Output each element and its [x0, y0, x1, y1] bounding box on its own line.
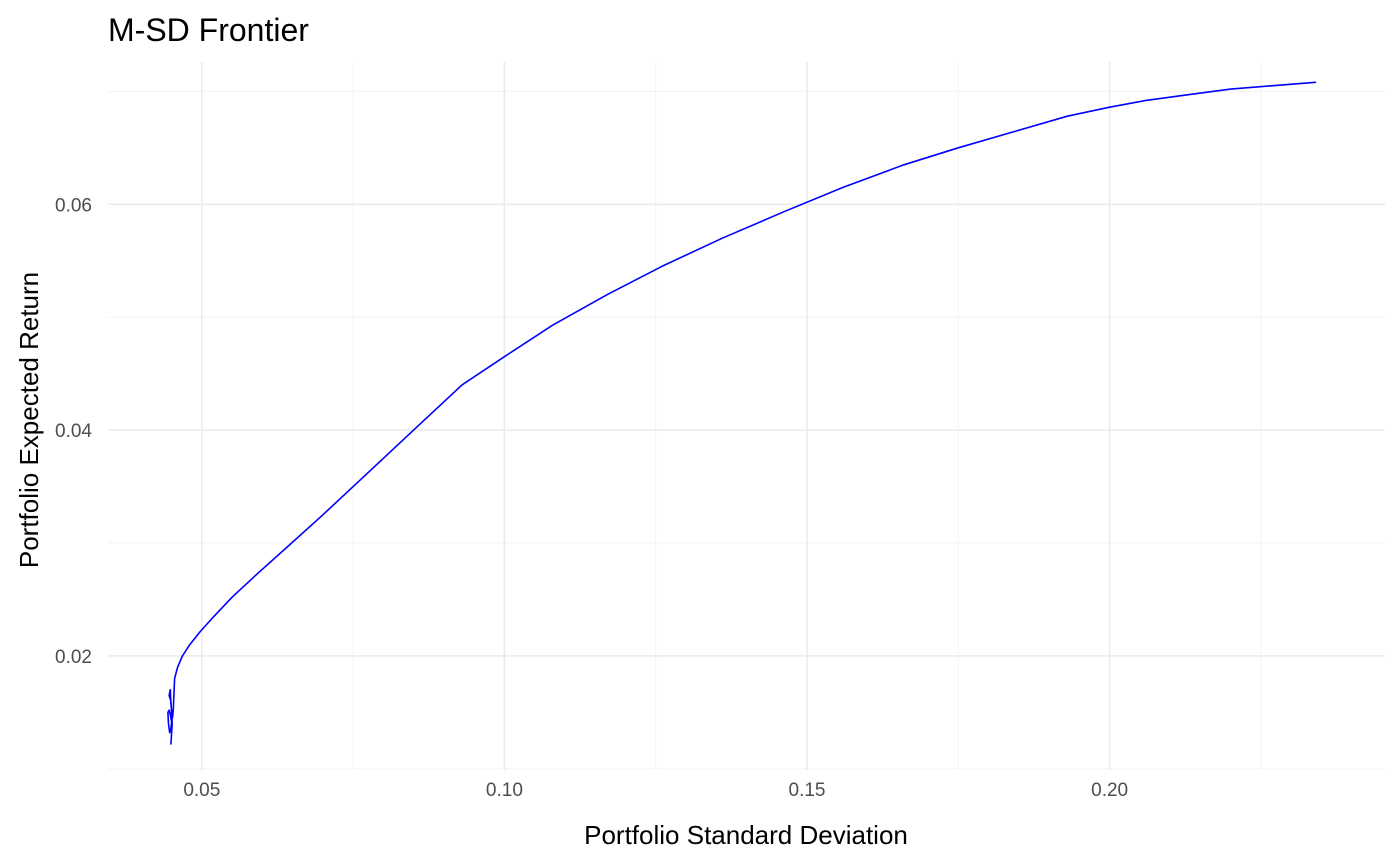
- x-axis-title: Portfolio Standard Deviation: [584, 820, 908, 850]
- x-tick-label-1: 0.10: [486, 780, 523, 801]
- minor-gridlines: [108, 62, 1385, 770]
- tick-labels: 0.05 0.10 0.15 0.20 0.02 0.04 0.06: [55, 195, 1128, 801]
- x-tick-label-3: 0.20: [1091, 780, 1128, 801]
- x-tick-label-2: 0.15: [789, 780, 826, 801]
- x-tick-label-0: 0.05: [183, 780, 220, 801]
- major-gridlines: [108, 62, 1385, 770]
- y-tick-label-2: 0.06: [55, 195, 92, 216]
- y-tick-label-1: 0.04: [55, 421, 92, 442]
- y-tick-label-0: 0.02: [55, 647, 92, 668]
- y-axis-title: Portfolio Expected Return: [14, 272, 44, 568]
- series-layer: [167, 81, 1317, 745]
- chart-title: M-SD Frontier: [108, 12, 309, 48]
- frontier-line-0: [167, 81, 1317, 745]
